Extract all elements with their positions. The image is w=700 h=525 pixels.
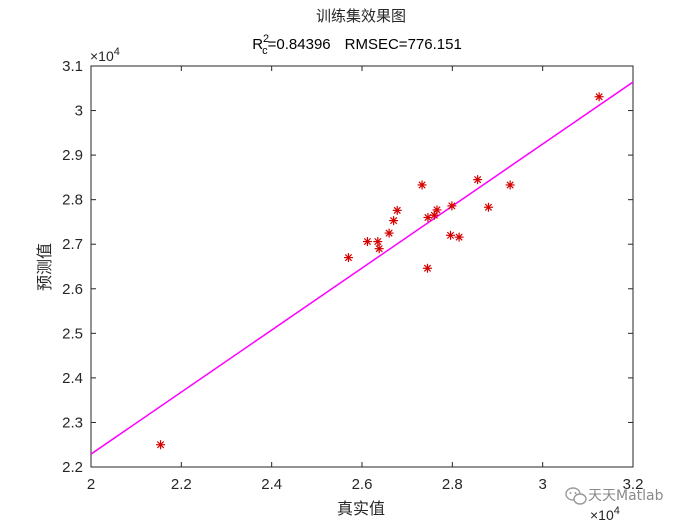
x-tick-label: 2.6 xyxy=(352,476,373,493)
y-tick-label: 2.8 xyxy=(62,192,83,209)
data-point xyxy=(343,253,353,263)
data-point xyxy=(362,237,372,247)
r2-subscript: c xyxy=(262,45,268,57)
y-tick-label: 2.9 xyxy=(62,147,83,164)
x-tick-label: 2.8 xyxy=(442,476,463,493)
y-tick-label: 3 xyxy=(75,103,83,120)
y-tick-label: 2.6 xyxy=(62,281,83,298)
data-point xyxy=(422,263,432,273)
x-tick-label: 2.2 xyxy=(171,476,192,493)
data-point xyxy=(384,228,394,238)
y-axis-title: 预测值 xyxy=(35,243,54,291)
data-point xyxy=(505,180,515,190)
y-tick-label: 2.5 xyxy=(62,325,83,342)
x-axis-title: 真实值 xyxy=(337,499,385,518)
y-tick-label: 2.2 xyxy=(62,459,83,476)
watermark-text: 天天Matlab xyxy=(588,488,664,504)
axes-box xyxy=(90,65,634,468)
y-axis-exponent: ×104 xyxy=(90,46,120,64)
y-tick-label: 2.4 xyxy=(62,370,83,387)
x-tick-label: 3.2 xyxy=(623,476,644,493)
data-point xyxy=(392,205,402,215)
chart-subtitle: R2 c=0.84396 RMSEC=776.151 xyxy=(252,33,462,57)
data-point xyxy=(473,175,483,185)
data-point xyxy=(454,232,464,242)
data-point xyxy=(389,216,399,226)
watermark: 天天Matlab xyxy=(565,487,664,505)
chart-title: 训练集效果图 xyxy=(316,7,406,25)
data-point xyxy=(373,237,383,247)
data-point xyxy=(446,230,456,240)
data-point xyxy=(374,244,384,254)
data-point xyxy=(447,201,457,211)
r2-base: R xyxy=(252,36,263,53)
wechat-icon xyxy=(565,487,587,505)
plot-area: 2 2.2 2.4 2.6 2.8 3 3.22.22.32.42.52.62.72.82.… xyxy=(62,58,643,493)
r2-value: =0.84396 xyxy=(268,36,331,53)
data-point xyxy=(429,210,439,220)
data-point xyxy=(423,212,433,222)
data-point xyxy=(417,180,427,190)
x-axis-exponent: ×104 xyxy=(590,505,620,523)
r2-superscript: 2 xyxy=(263,33,269,45)
x-tick-label: 2 xyxy=(87,476,95,493)
data-point xyxy=(594,92,604,102)
x-tick-label: 3 xyxy=(538,476,546,493)
data-point xyxy=(432,205,442,215)
y-tick-label: 2.7 xyxy=(62,236,83,253)
y-tick-label: 2.3 xyxy=(62,414,83,431)
data-point xyxy=(156,440,166,450)
x-tick-label: 2.4 xyxy=(261,476,282,493)
data-point xyxy=(483,202,493,212)
y-tick-label: 3.1 xyxy=(62,58,83,75)
rmse-text: RMSEC=776.151 xyxy=(345,36,462,53)
fit-line xyxy=(91,81,633,455)
